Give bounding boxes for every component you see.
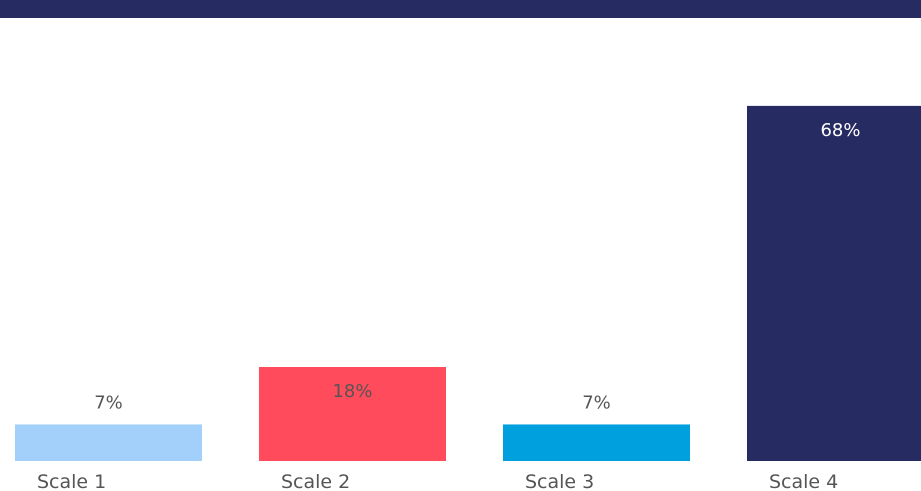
header-band	[0, 0, 921, 18]
category-label-4: Scale 4	[769, 471, 838, 491]
bar-3	[503, 424, 690, 461]
category-label-1: Scale 1	[37, 471, 106, 491]
value-label-4: 68%	[820, 120, 860, 141]
category-label-3: Scale 3	[525, 471, 594, 491]
bar-4	[747, 105, 921, 461]
category-label-2: Scale 2	[281, 471, 350, 491]
value-label-3: 7%	[582, 392, 611, 413]
bar-2	[259, 367, 446, 461]
bar-1	[15, 424, 202, 461]
value-label-2: 18%	[332, 381, 372, 402]
value-label-1: 7%	[94, 392, 123, 413]
